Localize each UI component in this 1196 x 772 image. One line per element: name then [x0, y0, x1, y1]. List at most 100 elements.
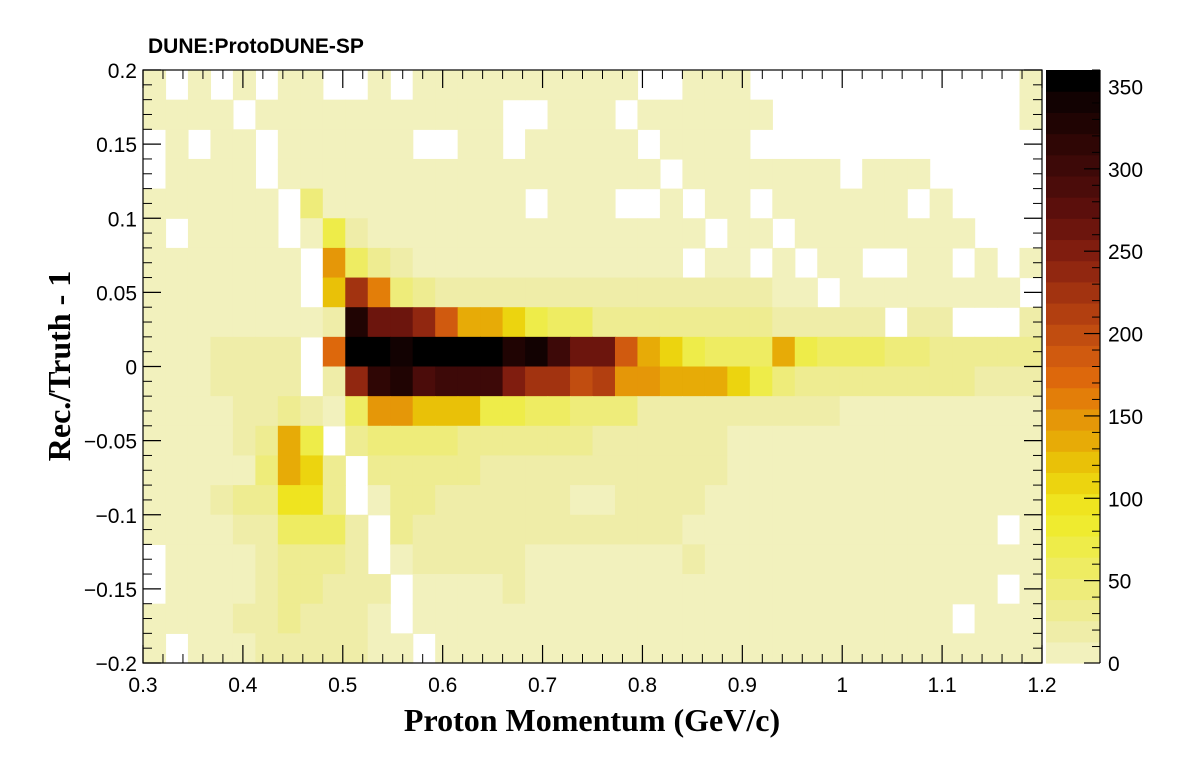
- heatmap-cell: [457, 188, 481, 219]
- heatmap-cell: [502, 277, 526, 308]
- heatmap-cell: [817, 574, 841, 605]
- heatmap-cell: [997, 425, 1021, 457]
- heatmap-cell: [232, 307, 256, 338]
- heatmap-cell: [210, 574, 234, 605]
- colorbar-swatch: [1046, 345, 1100, 368]
- heatmap-cell: [839, 218, 863, 249]
- heatmap-cell: [749, 277, 773, 308]
- heatmap-cell: [345, 425, 369, 457]
- heatmap-cell: [390, 455, 414, 486]
- heatmap-cell: [839, 485, 863, 516]
- heatmap-cell: [345, 514, 369, 545]
- heatmap-cell: [592, 425, 616, 457]
- heatmap-cell: [277, 425, 301, 457]
- heatmap-cell: [457, 218, 481, 249]
- heatmap-cell: [300, 396, 324, 427]
- heatmap-cell: [682, 218, 706, 249]
- heatmap-cell: [592, 218, 616, 249]
- heatmap-cell: [749, 396, 773, 427]
- heatmap-cell: [637, 366, 661, 397]
- heatmap-cell: [570, 188, 594, 219]
- colorbar-swatch: [1046, 133, 1100, 156]
- heatmap-cell: [614, 396, 639, 427]
- heatmap-cell: [255, 544, 279, 575]
- heatmap-cell: [1019, 396, 1043, 427]
- heatmap-cell: [210, 158, 234, 190]
- heatmap-cell: [659, 485, 684, 516]
- x-tick-label: 0.5: [328, 674, 357, 697]
- heatmap-cell: [1019, 485, 1043, 516]
- heatmap-cell: [165, 574, 189, 605]
- heatmap-cell: [614, 70, 639, 101]
- heatmap-cell: [794, 485, 818, 516]
- heatmap-cell: [614, 247, 639, 279]
- heatmap-cell: [367, 485, 391, 516]
- heatmap-cell: [232, 485, 256, 516]
- heatmap-cell: [210, 485, 234, 516]
- heatmap-cell: [839, 366, 863, 397]
- heatmap-cell: [210, 633, 234, 664]
- heatmap-cell: [794, 188, 818, 219]
- heatmap-cell: [749, 336, 773, 368]
- heatmap-cell: [435, 70, 459, 101]
- heatmap-cell: [412, 455, 436, 486]
- y-axis: −0.2 −0.15 −0.1 −0.05 0 0.05 0.1 0.15 0.2: [84, 60, 1042, 676]
- heatmap-cell: [345, 633, 369, 664]
- heatmap-cell: [165, 396, 189, 427]
- heatmap-cell: [525, 307, 549, 338]
- colorbar-swatch: [1046, 281, 1100, 304]
- heatmap-cell: [862, 366, 886, 397]
- heatmap-cell: [480, 70, 504, 101]
- heatmap-cell: [480, 603, 504, 634]
- x-tick-label: 0.7: [528, 674, 557, 697]
- heatmap-cell: [457, 99, 481, 130]
- heatmap-cell: [817, 455, 841, 486]
- heatmap-cell: [255, 366, 279, 397]
- heatmap-cell: [952, 218, 976, 249]
- heatmap-cell: [907, 396, 931, 427]
- y-tick-label: 0.2: [108, 60, 137, 83]
- heatmap-cell: [1019, 336, 1043, 368]
- heatmap-cell: [570, 336, 594, 368]
- heatmap-cell: [457, 129, 481, 160]
- heatmap-cell: [322, 99, 346, 130]
- heatmap-cell: [727, 129, 751, 160]
- heatmap-cell: [749, 544, 773, 575]
- heatmap-cell: [277, 514, 301, 545]
- heatmap-cell: [322, 366, 346, 397]
- heatmap-cell: [682, 574, 706, 605]
- colorbar-swatch: [1046, 493, 1100, 516]
- heatmap-cell: [727, 336, 751, 368]
- heatmap-cell: [300, 425, 324, 457]
- heatmap-cell: [907, 425, 931, 457]
- heatmap-cell: [592, 544, 616, 575]
- heatmap-cell: [997, 277, 1021, 308]
- x-tick-label: 0.8: [628, 674, 657, 697]
- y-tick-label: 0: [125, 357, 137, 380]
- heatmap-cell: [884, 188, 908, 219]
- heatmap-cell: [255, 247, 279, 279]
- x-tick-label: 1.1: [928, 674, 957, 697]
- heatmap-cell: [525, 129, 549, 160]
- heatmap-cell: [929, 455, 953, 486]
- heatmap-cell: [839, 544, 863, 575]
- heatmap-cell: [884, 574, 908, 605]
- heatmap-cell: [749, 603, 773, 634]
- heatmap-cell: [525, 366, 549, 397]
- heatmap-cell: [637, 544, 661, 575]
- heatmap-cell: [435, 188, 459, 219]
- heatmap-cell: [974, 603, 998, 634]
- heatmap-cell: [232, 336, 256, 368]
- heatmap-cell: [704, 129, 728, 160]
- heatmap-cell: [659, 129, 684, 160]
- heatmap-cell: [659, 425, 684, 457]
- heatmap-cell: [345, 99, 369, 130]
- heatmap-cell: [659, 307, 684, 338]
- heatmap-cell: [525, 455, 549, 486]
- heatmap-cell: [929, 396, 953, 427]
- heatmap-cell: [997, 396, 1021, 427]
- heatmap-cell: [345, 544, 369, 575]
- heatmap-cell: [570, 307, 594, 338]
- heatmap-cell: [907, 485, 931, 516]
- heatmap-cell: [682, 455, 706, 486]
